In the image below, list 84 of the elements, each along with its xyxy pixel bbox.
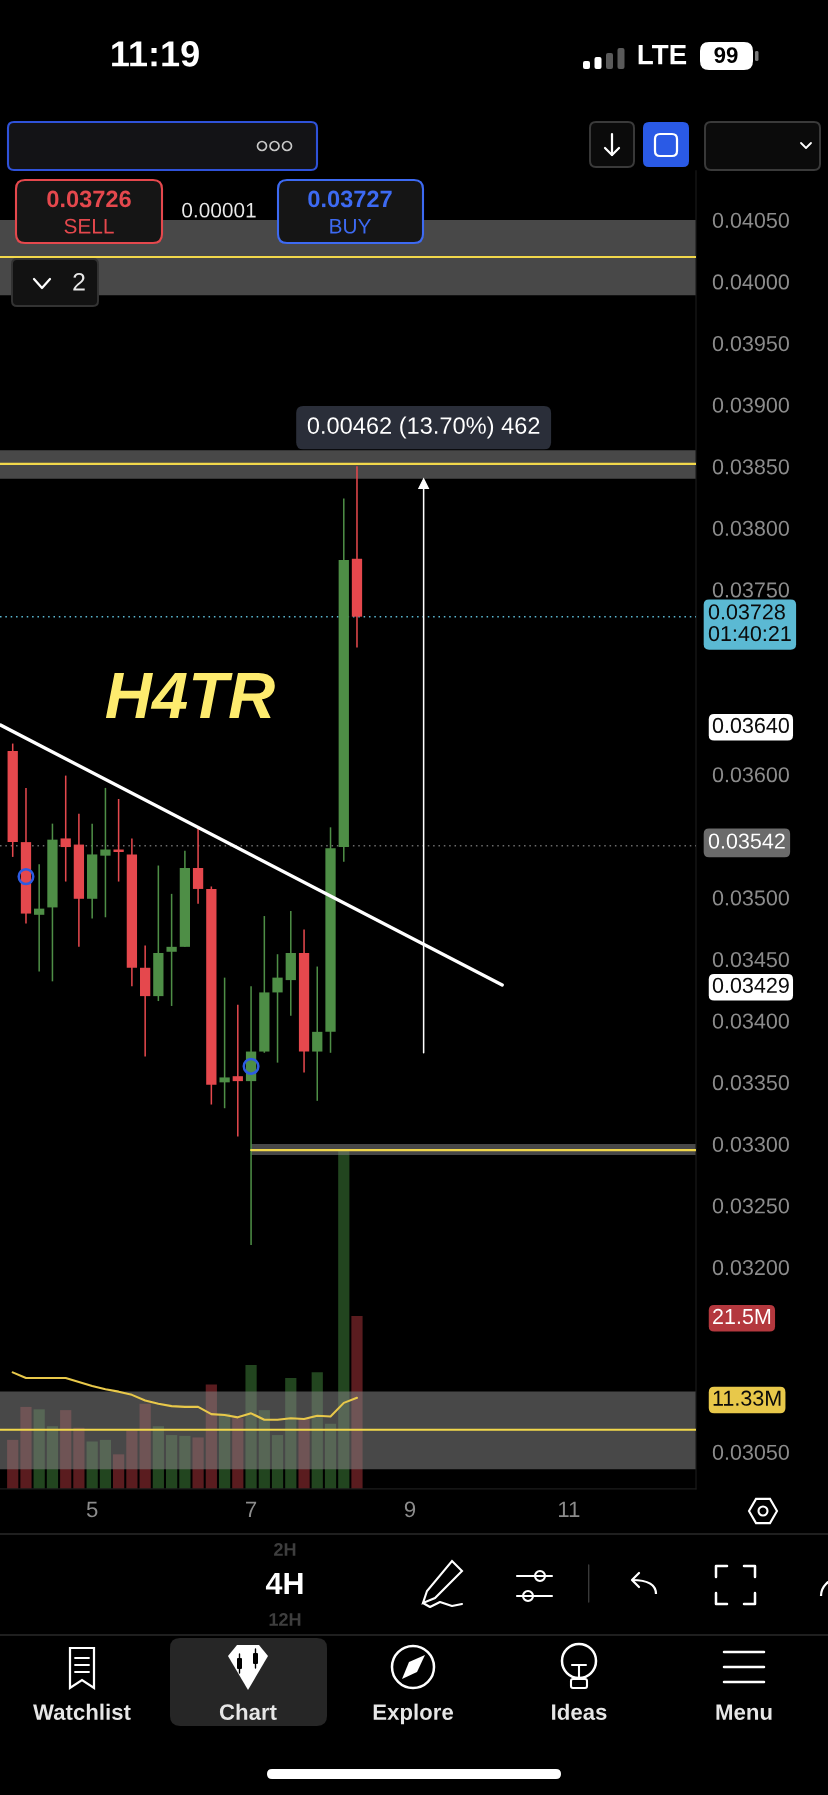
- candlestick: [232, 1003, 243, 1138]
- text: 4H: [265, 1572, 303, 1594]
- annotation: BUY: [330, 219, 371, 234]
- annotation: 2: [73, 273, 85, 291]
- annotation: 0.03726: [47, 190, 131, 208]
- bar: [179, 1435, 191, 1489]
- candlestick: [219, 976, 230, 1109]
- bar: [351, 1316, 363, 1489]
- annotation: H4TR: [105, 672, 275, 718]
- bar: [245, 1365, 257, 1489]
- y-tick-label: 0.03200: [712, 1259, 789, 1276]
- y-tick-label: 0.03500: [712, 890, 789, 906]
- candlestick: [34, 863, 45, 973]
- y-tick-label: 0.03640: [712, 717, 789, 734]
- annotation: 0.03727: [308, 190, 392, 208]
- y-tick-label: 0.03950: [712, 335, 789, 352]
- text: 2H: [274, 1543, 296, 1556]
- bar: [7, 1439, 19, 1489]
- bar: [86, 1441, 98, 1489]
- candlestick: [312, 965, 323, 1102]
- y-tick-label: 0.03800: [712, 520, 789, 536]
- annotation: 0.00001: [182, 202, 256, 218]
- y-tick-label: 0.04050: [712, 212, 789, 228]
- candlestick: [166, 893, 177, 1007]
- text: LTE: [638, 45, 687, 65]
- point: [242, 1057, 260, 1075]
- y-tick-label: 0.03850: [712, 459, 789, 475]
- point: [17, 868, 35, 886]
- bar: [46, 1426, 59, 1489]
- y-tick-label: 0.03429: [712, 977, 789, 994]
- bar: [205, 1384, 217, 1489]
- text: Explore: [373, 1703, 453, 1725]
- ref-line-label: 0.03542: [708, 833, 785, 849]
- bar: [139, 1403, 151, 1489]
- y-tick-label: 0.03050: [712, 1444, 789, 1460]
- bar: [232, 1418, 244, 1489]
- bar: [258, 1410, 270, 1489]
- y2-tick-label: 21.5M: [713, 1308, 771, 1325]
- bar: [285, 1377, 297, 1489]
- text: Chart: [219, 1703, 277, 1720]
- bar: [73, 1427, 85, 1489]
- bar: [271, 1435, 284, 1489]
- y-tick-label: 0.03250: [712, 1198, 789, 1214]
- annotation: SELL: [64, 218, 114, 234]
- text: Watchlist: [33, 1703, 131, 1720]
- bar: [192, 1437, 204, 1489]
- point: [418, 478, 430, 490]
- bar: [298, 1418, 310, 1489]
- x-tick-label: 9: [404, 1501, 416, 1518]
- y-tick-label: 0.03400: [712, 1013, 789, 1029]
- bar: [113, 1454, 125, 1489]
- text: 12H: [269, 1613, 301, 1626]
- text: Ideas: [552, 1703, 607, 1720]
- bar: [99, 1439, 112, 1489]
- y-tick-label: 0.03350: [712, 1075, 789, 1091]
- y2-tick-label: 11.33M: [713, 1390, 781, 1406]
- bar: [152, 1426, 164, 1489]
- candlestick: [272, 953, 283, 1064]
- y-tick-label: 0.03450: [712, 951, 789, 968]
- bar: [311, 1372, 323, 1489]
- bar: [324, 1423, 337, 1489]
- x-tick-label: 7: [246, 1501, 257, 1517]
- bar: [166, 1435, 178, 1489]
- bar: [338, 1150, 350, 1489]
- y-tick-label: 0.03600: [712, 767, 789, 783]
- x-tick-label: 11: [559, 1501, 580, 1517]
- bar: [33, 1409, 45, 1489]
- y-tick-label: 0.03900: [712, 397, 789, 413]
- text: Menu: [716, 1704, 772, 1720]
- bar: [219, 1413, 231, 1489]
- text: 99: [714, 47, 738, 63]
- candlestick: [60, 774, 71, 883]
- x-tick-label: 5: [86, 1501, 98, 1518]
- bar: [126, 1430, 138, 1489]
- annotation: 0.00462 (13.70%) 462: [307, 416, 540, 439]
- y-tick-label: 0.04000: [712, 274, 789, 290]
- bar: [20, 1406, 32, 1489]
- text: 11:19: [112, 41, 199, 67]
- candlestick: [100, 787, 111, 919]
- ref-line-label: 0.03728 01:40:21: [708, 604, 791, 642]
- y-tick-label: 0.03300: [712, 1136, 789, 1152]
- y-tick-label: 0.03750: [712, 582, 789, 598]
- bar: [60, 1410, 72, 1489]
- line-series: [11, 1371, 359, 1421]
